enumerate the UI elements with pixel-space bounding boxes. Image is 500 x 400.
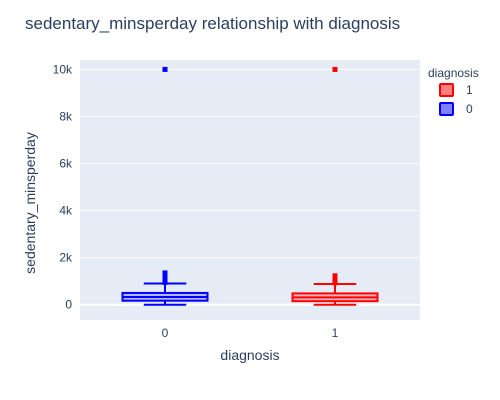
legend-swatch xyxy=(439,102,454,116)
legend: diagnosis 1 0 xyxy=(428,66,479,116)
outlier-point xyxy=(162,66,168,72)
y-tick-label: 4k xyxy=(59,204,73,218)
outlier-point xyxy=(162,270,168,276)
box-0 xyxy=(121,66,209,306)
y-tick-label: 10k xyxy=(53,62,73,76)
gridlines xyxy=(80,68,420,306)
legend-title: diagnosis xyxy=(428,66,479,80)
legend-swatch xyxy=(439,83,454,97)
legend-label: 0 xyxy=(466,102,473,116)
plot-area xyxy=(80,60,420,320)
y-tick-labels: 0 2k 4k 6k 8k 10k xyxy=(53,62,73,311)
y-tick-label: 6k xyxy=(59,157,73,171)
legend-item-1[interactable]: 1 xyxy=(439,83,473,97)
legend-label: 1 xyxy=(466,83,473,97)
y-axis-title: sedentary_minsperday xyxy=(22,132,38,274)
y-tick-label: 2k xyxy=(59,251,73,265)
box-1 xyxy=(291,66,379,306)
box-series xyxy=(121,66,379,306)
x-axis-title: diagnosis xyxy=(220,347,279,363)
legend-item-0[interactable]: 0 xyxy=(439,102,473,116)
y-tick-label: 0 xyxy=(65,298,72,312)
x-tick-label: 0 xyxy=(162,326,169,340)
chart-title: sedentary_minsperday relationship with d… xyxy=(25,14,400,33)
outlier-point xyxy=(332,273,338,279)
x-tick-label: 1 xyxy=(332,326,339,340)
outlier-point xyxy=(332,66,338,72)
y-tick-label: 8k xyxy=(59,109,73,123)
